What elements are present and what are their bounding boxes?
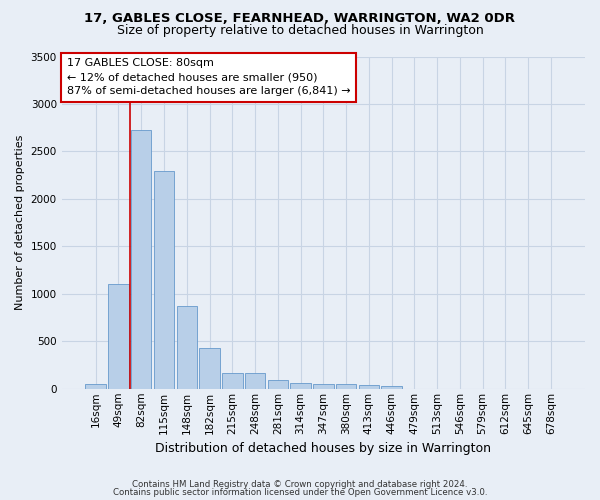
Bar bbox=[290, 382, 311, 389]
Text: 17 GABLES CLOSE: 80sqm
← 12% of detached houses are smaller (950)
87% of semi-de: 17 GABLES CLOSE: 80sqm ← 12% of detached… bbox=[67, 58, 350, 96]
Bar bbox=[268, 380, 288, 389]
Bar bbox=[108, 284, 129, 389]
Bar bbox=[313, 384, 334, 389]
Bar bbox=[176, 306, 197, 389]
Y-axis label: Number of detached properties: Number of detached properties bbox=[15, 135, 25, 310]
Bar bbox=[245, 373, 265, 389]
Text: Contains public sector information licensed under the Open Government Licence v3: Contains public sector information licen… bbox=[113, 488, 487, 497]
Bar bbox=[199, 348, 220, 389]
Bar bbox=[131, 130, 151, 389]
Text: Contains HM Land Registry data © Crown copyright and database right 2024.: Contains HM Land Registry data © Crown c… bbox=[132, 480, 468, 489]
Bar bbox=[359, 386, 379, 389]
Bar bbox=[85, 384, 106, 389]
Bar bbox=[382, 386, 402, 389]
Text: 17, GABLES CLOSE, FEARNHEAD, WARRINGTON, WA2 0DR: 17, GABLES CLOSE, FEARNHEAD, WARRINGTON,… bbox=[85, 12, 515, 26]
Bar bbox=[154, 172, 174, 389]
X-axis label: Distribution of detached houses by size in Warrington: Distribution of detached houses by size … bbox=[155, 442, 491, 455]
Bar bbox=[336, 384, 356, 389]
Bar bbox=[222, 372, 242, 389]
Text: Size of property relative to detached houses in Warrington: Size of property relative to detached ho… bbox=[116, 24, 484, 37]
